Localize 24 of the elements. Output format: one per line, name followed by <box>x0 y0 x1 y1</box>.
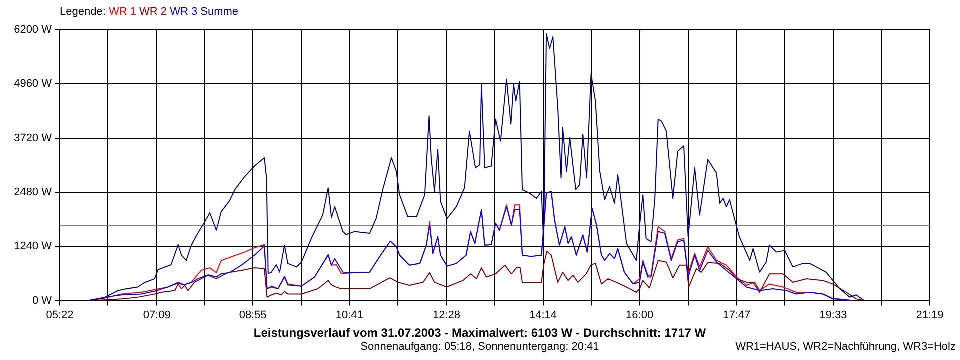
y-tick-label: 2480 W <box>14 186 53 199</box>
x-tick-label: 16:00 <box>626 309 654 322</box>
y-tick-label: 6200 W <box>14 24 53 36</box>
text: WR1=HAUS, WR2=Nachführung, WR3=Holz <box>736 341 956 353</box>
x-tick-label: 07:09 <box>143 309 171 322</box>
x-tick-label: 17:47 <box>723 309 751 322</box>
x-tick-label: 05:22 <box>46 309 74 322</box>
legend-title: Legende: <box>60 6 107 18</box>
x-tick-label: 21:19 <box>916 309 944 322</box>
text: Sonnenaufgang: 05:18, Sonnenuntergang: 20:41 <box>360 341 600 353</box>
text: Summe <box>200 6 239 18</box>
text: WR 1 <box>108 6 136 18</box>
y-tick-label: 0 W <box>32 294 53 307</box>
x-tick-label: 19:33 <box>820 309 848 322</box>
y-tick-label: 1240 W <box>14 240 53 253</box>
x-tick-label: 12:28 <box>432 309 460 322</box>
y-tick-label: 3720 W <box>14 132 53 144</box>
x-tick-label: 08:55 <box>239 309 267 322</box>
x-tick-label: 14:14 <box>530 309 558 322</box>
text: Leistungsverlauf vom 31.07.2003 - Maximalwert: 6103 W - Durchschnitt: 1717 W <box>252 326 708 340</box>
y-tick-label: 4960 W <box>14 78 53 90</box>
text: WR 3 <box>170 6 198 18</box>
text: WR 2 <box>140 6 167 18</box>
x-tick-label: 10:41 <box>336 309 364 322</box>
